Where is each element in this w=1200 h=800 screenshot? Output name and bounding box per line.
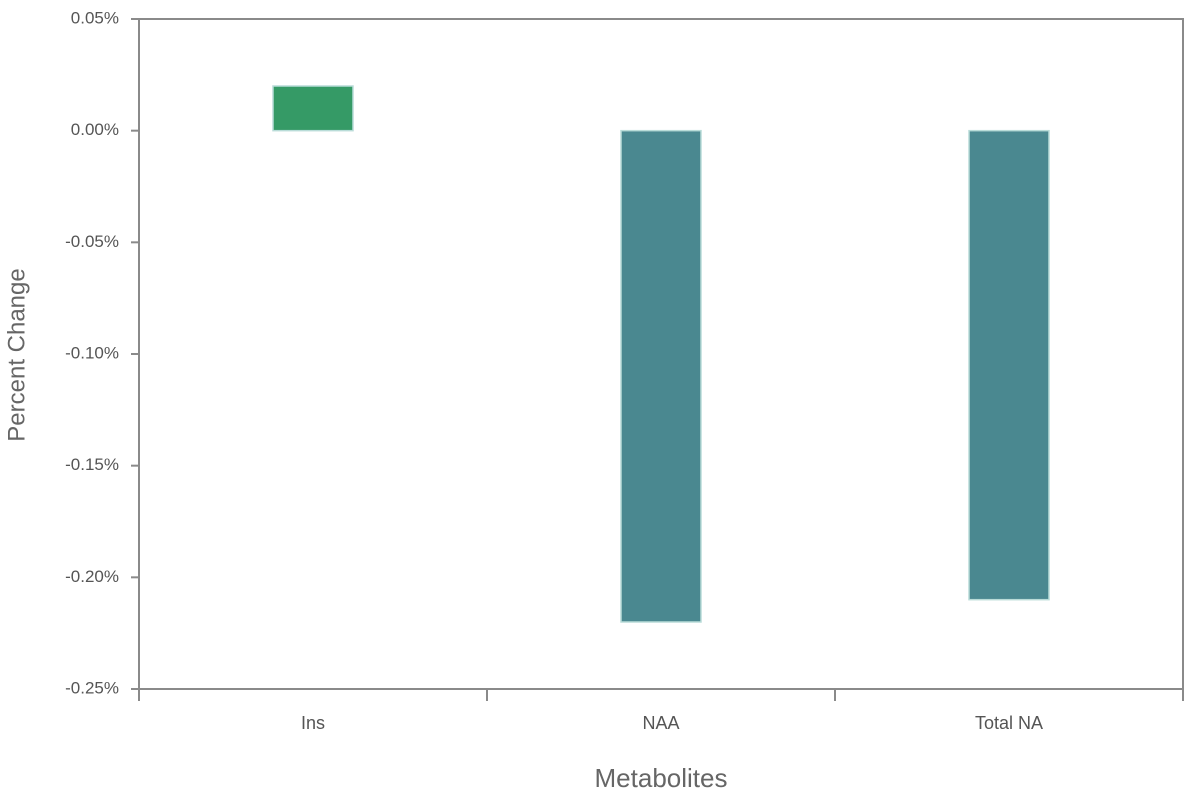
y-axis-title: Percent Change <box>3 268 30 441</box>
y-tick-label: -0.10% <box>65 343 119 362</box>
bar <box>968 129 1050 601</box>
y-tick-label: -0.20% <box>65 567 119 586</box>
x-tick-label: Total NA <box>975 713 1043 733</box>
x-axis-title: Metabolites <box>595 763 728 793</box>
x-tick-label: NAA <box>642 713 679 733</box>
bar <box>272 85 354 132</box>
y-tick-label: -0.15% <box>65 455 119 474</box>
x-tick-label: Ins <box>301 713 325 733</box>
y-tick-label: 0.05% <box>71 8 119 27</box>
bar <box>620 129 702 623</box>
y-tick-label: -0.05% <box>65 232 119 251</box>
y-tick-label: 0.00% <box>71 120 119 139</box>
y-tick-label: -0.25% <box>65 678 119 697</box>
